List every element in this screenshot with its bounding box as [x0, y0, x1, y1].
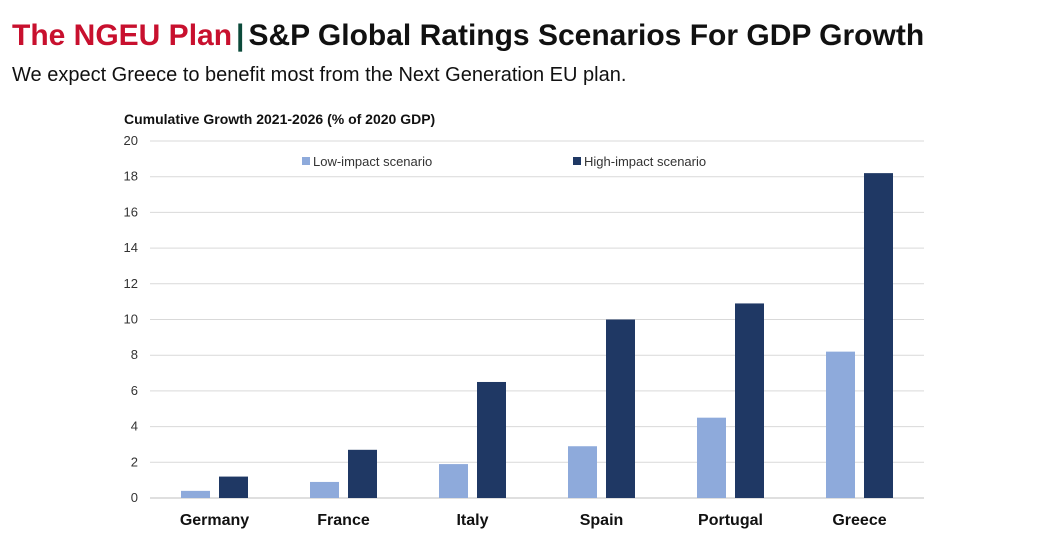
bar — [697, 417, 726, 498]
page-title: The NGEU Plan | S&P Global Ratings Scenari… — [12, 18, 924, 54]
legend: Low-impact scenario High-impact scenario — [302, 154, 706, 169]
title-separator: | — [236, 19, 245, 52]
y-tick-label: 14 — [124, 240, 138, 255]
chart-title: Cumulative Growth 2021-2026 (% of 2020 G… — [124, 111, 435, 127]
bar — [826, 351, 855, 498]
gridlines — [150, 140, 924, 499]
x-axis: Germany France Italy Spain Portugal Greece — [180, 512, 887, 529]
legend-label: High-impact scenario — [584, 154, 706, 169]
title-accent: The NGEU Plan — [12, 19, 233, 52]
bar — [606, 319, 635, 498]
legend-swatch — [302, 157, 310, 165]
bar — [477, 381, 506, 498]
y-tick-label: 6 — [131, 383, 138, 398]
y-tick-label: 0 — [131, 490, 138, 505]
bar — [310, 481, 339, 498]
y-tick-label: 20 — [124, 133, 138, 148]
y-tick-label: 4 — [131, 419, 138, 434]
bars — [181, 173, 893, 498]
x-tick-label: Italy — [456, 512, 488, 529]
x-tick-label: Greece — [832, 512, 886, 529]
y-tick-label: 12 — [124, 276, 138, 291]
y-tick-label: 16 — [124, 204, 138, 219]
bar — [864, 173, 893, 498]
legend-label: Low-impact scenario — [313, 154, 432, 169]
bar — [181, 490, 210, 498]
bar — [219, 476, 248, 498]
chart-header: The NGEU Plan | S&P Global Ratings Scenari… — [12, 18, 924, 54]
x-tick-label: France — [317, 512, 370, 529]
y-tick-label: 2 — [131, 454, 138, 469]
y-tick-label: 10 — [124, 312, 138, 327]
title-main: S&P Global Ratings Scenarios For GDP Gro… — [248, 19, 925, 52]
y-tick-label: 18 — [124, 169, 138, 184]
x-tick-label: Spain — [580, 512, 624, 529]
bar — [439, 464, 468, 498]
bar — [348, 449, 377, 498]
x-tick-label: Portugal — [698, 512, 763, 529]
y-axis: 0 2 4 6 8 10 12 14 16 18 20 — [124, 133, 138, 505]
bar — [568, 446, 597, 498]
x-tick-label: Germany — [180, 512, 249, 529]
y-tick-label: 8 — [131, 347, 138, 362]
page-subtitle: We expect Greece to benefit most from th… — [12, 64, 627, 86]
bar — [735, 303, 764, 498]
legend-swatch — [573, 157, 581, 165]
